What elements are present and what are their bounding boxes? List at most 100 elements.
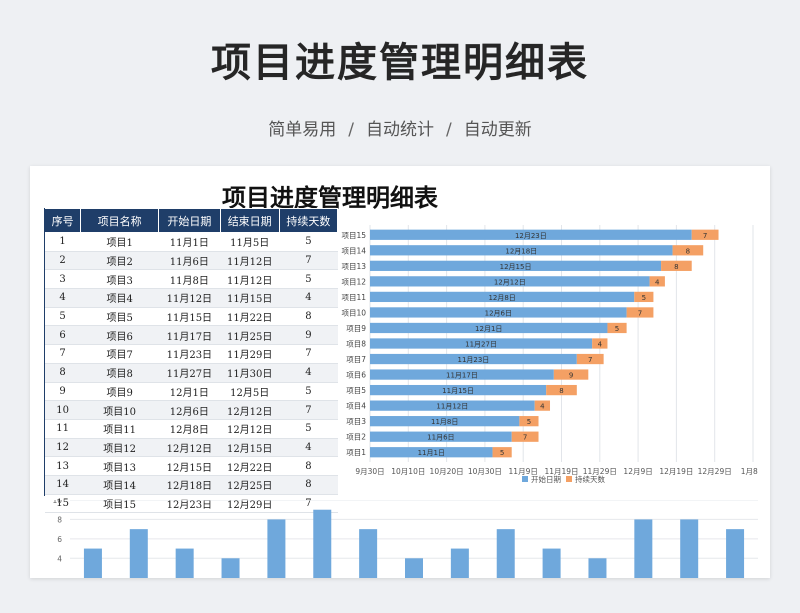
table-cell[interactable]: 11月12日 bbox=[158, 288, 221, 308]
table-row: 7 项目7 11月23日 11月29日 7 bbox=[44, 344, 338, 364]
table-cell[interactable]: 7 bbox=[279, 494, 338, 514]
table-cell[interactable]: 项目7 bbox=[80, 344, 159, 364]
table-cell[interactable]: 11月6日 bbox=[158, 251, 221, 271]
table-cell[interactable]: 12月18日 bbox=[158, 475, 221, 495]
column-bar bbox=[313, 509, 332, 578]
column-bar bbox=[175, 548, 194, 578]
table-cell[interactable]: 11月12日 bbox=[220, 251, 280, 271]
table-cell[interactable]: 1 bbox=[44, 232, 81, 252]
table-cell[interactable]: 11月23日 bbox=[158, 344, 221, 364]
table-cell[interactable]: 9 bbox=[44, 382, 81, 402]
table-cell[interactable]: 项目15 bbox=[80, 494, 159, 514]
column-header[interactable]: 序号 bbox=[43, 208, 82, 233]
table-cell[interactable]: 12月25日 bbox=[220, 475, 280, 495]
table-cell[interactable]: 11月5日 bbox=[220, 232, 280, 252]
data-label: 5 bbox=[527, 418, 531, 426]
table-cell[interactable]: 项目11 bbox=[80, 419, 159, 439]
category-label: 项目15 bbox=[341, 231, 366, 240]
table-cell[interactable]: 11月30日 bbox=[220, 363, 280, 383]
table-cell[interactable]: 5 bbox=[279, 232, 338, 252]
table-cell[interactable]: 12月22日 bbox=[220, 456, 280, 476]
table-cell[interactable]: 12月8日 bbox=[158, 419, 221, 439]
table-cell[interactable]: 11月12日 bbox=[220, 269, 280, 290]
table-cell[interactable]: 12月23日 bbox=[158, 494, 221, 514]
table-cell[interactable]: 项目13 bbox=[80, 456, 159, 476]
table-cell[interactable]: 11 bbox=[44, 419, 81, 439]
table-cell[interactable]: 4 bbox=[279, 288, 338, 308]
data-label: 8 bbox=[674, 263, 678, 271]
table-cell[interactable]: 11月27日 bbox=[158, 363, 221, 383]
table-cell[interactable]: 项目10 bbox=[80, 400, 159, 420]
table-row: 12 项目12 12月12日 12月15日 4 bbox=[44, 438, 338, 458]
data-label: 4 bbox=[598, 341, 603, 349]
table-cell[interactable]: 7 bbox=[279, 344, 338, 364]
table-cell[interactable]: 11月17日 bbox=[158, 325, 221, 346]
table-cell[interactable]: 12月12日 bbox=[220, 419, 280, 439]
legend-swatch bbox=[566, 476, 572, 482]
column-header[interactable]: 结束日期 bbox=[219, 208, 280, 233]
data-label: 11月17日 bbox=[446, 372, 478, 380]
table-cell[interactable]: 5 bbox=[279, 419, 338, 439]
table-cell[interactable]: 项目12 bbox=[80, 438, 159, 458]
table-cell[interactable]: 11月22日 bbox=[220, 307, 280, 327]
data-label: 11月15日 bbox=[442, 387, 474, 395]
table-cell[interactable]: 项目3 bbox=[80, 269, 159, 290]
table-cell[interactable]: 项目6 bbox=[80, 325, 159, 346]
table-cell[interactable]: 12月15日 bbox=[158, 456, 221, 476]
table-cell[interactable]: 12 bbox=[44, 438, 81, 458]
table-cell[interactable]: 4 bbox=[279, 363, 338, 383]
start-bar bbox=[370, 260, 662, 271]
table-cell[interactable]: 项目14 bbox=[80, 475, 159, 495]
duration-bar bbox=[592, 338, 608, 349]
table-cell[interactable]: 6 bbox=[44, 325, 81, 346]
table-cell[interactable]: 5 bbox=[44, 307, 81, 327]
data-label: 9 bbox=[569, 372, 573, 380]
table-cell[interactable]: 8 bbox=[279, 475, 338, 495]
table-cell[interactable]: 11月1日 bbox=[158, 232, 221, 252]
table-cell[interactable]: 15 bbox=[44, 494, 81, 514]
page-title: 项目进度管理明细表 bbox=[211, 40, 589, 86]
table-cell[interactable]: 7 bbox=[44, 344, 81, 364]
table-cell[interactable]: 4 bbox=[279, 438, 338, 458]
table-cell[interactable]: 2 bbox=[44, 251, 81, 271]
table-cell[interactable]: 12月12日 bbox=[220, 400, 280, 420]
table-cell[interactable]: 11月29日 bbox=[220, 344, 280, 364]
column-header[interactable]: 项目名称 bbox=[80, 208, 160, 233]
duration-bar bbox=[607, 322, 627, 334]
table-cell[interactable]: 项目5 bbox=[80, 307, 159, 327]
column-header[interactable]: 持续天数 bbox=[278, 208, 339, 233]
table-cell[interactable]: 12月1日 bbox=[158, 382, 221, 402]
table-cell[interactable]: 13 bbox=[44, 456, 81, 476]
table-cell[interactable]: 项目8 bbox=[80, 363, 159, 383]
table-cell[interactable]: 7 bbox=[279, 251, 338, 271]
data-label: 5 bbox=[500, 449, 504, 457]
table-cell[interactable]: 项目1 bbox=[80, 232, 159, 252]
table-cell[interactable]: 8 bbox=[279, 456, 338, 476]
table-cell[interactable]: 12月15日 bbox=[220, 438, 280, 458]
column-bar bbox=[588, 558, 607, 578]
table-cell[interactable]: 12月12日 bbox=[158, 438, 221, 458]
category-label: 项目9 bbox=[346, 324, 366, 333]
table-cell[interactable]: 项目2 bbox=[80, 251, 159, 271]
table-cell[interactable]: 10 bbox=[44, 400, 81, 420]
table-cell[interactable]: 8 bbox=[44, 363, 81, 383]
table-cell[interactable]: 7 bbox=[279, 400, 338, 420]
data-label: 7 bbox=[638, 309, 642, 317]
table-cell[interactable]: 8 bbox=[279, 307, 338, 327]
table-cell[interactable]: 11月8日 bbox=[158, 269, 221, 290]
column-header[interactable]: 开始日期 bbox=[158, 208, 221, 233]
table-cell[interactable]: 项目9 bbox=[80, 382, 159, 402]
table-cell[interactable]: 12月5日 bbox=[220, 382, 280, 402]
table-cell[interactable]: 5 bbox=[279, 382, 338, 402]
table-cell[interactable]: 4 bbox=[44, 288, 81, 308]
table-cell[interactable]: 9 bbox=[279, 325, 338, 346]
table-cell[interactable]: 3 bbox=[44, 269, 81, 290]
table-cell[interactable]: 11月25日 bbox=[220, 325, 280, 346]
table-cell[interactable]: 12月6日 bbox=[158, 400, 221, 420]
table-cell[interactable]: 5 bbox=[279, 269, 338, 290]
table-cell[interactable]: 11月15日 bbox=[220, 288, 280, 308]
table-cell[interactable]: 11月15日 bbox=[158, 307, 221, 327]
table-cell[interactable]: 14 bbox=[44, 475, 81, 495]
table-cell[interactable]: 项目4 bbox=[80, 288, 159, 308]
table-cell[interactable]: 12月29日 bbox=[220, 494, 280, 514]
